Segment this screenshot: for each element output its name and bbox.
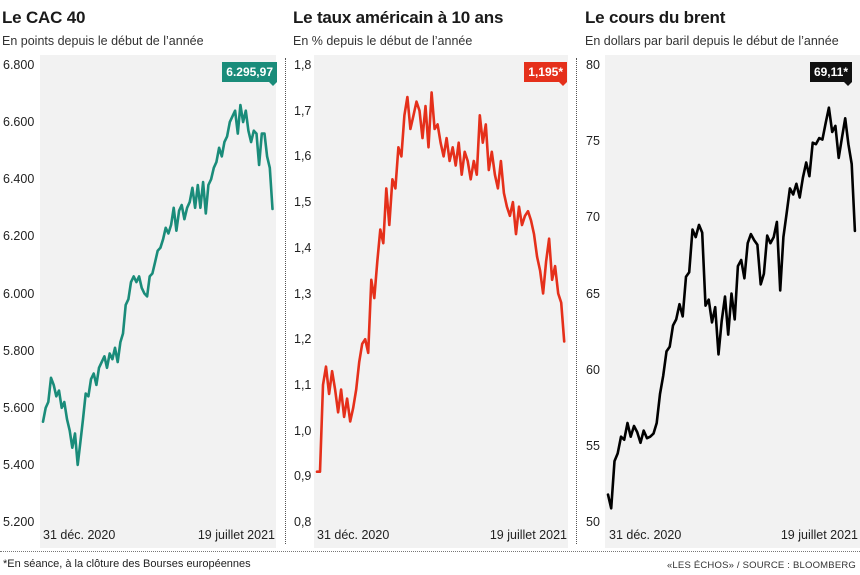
chart-title: Le cours du brent [585,8,726,27]
y-tick-label: 75 [586,134,600,149]
y-tick-label: 6.000 [3,286,35,301]
x-end-label: 19 juillet 2021 [780,528,858,542]
chart-title: Le CAC 40 [2,8,86,27]
chart-panel-us10y: Le taux américain à 10 ans En % depuis l… [291,0,574,548]
footnote: *En séance, à la clôture des Bourses eur… [3,558,251,570]
y-tick-label: 1,8 [294,58,312,72]
last-value-badge: 69,11* [809,62,852,82]
y-tick-label: 5.800 [3,343,35,358]
last-value-badge: 1,195* [524,62,567,82]
y-tick-label: 1,4 [294,240,312,255]
y-tick-label: 0,9 [294,469,312,484]
source-credit: «LES ÉCHOS» / SOURCE : BLOOMBERG [666,560,856,571]
x-start-label: 31 déc. 2020 [609,528,682,542]
y-tick-label: 1,2 [294,332,312,347]
panel-divider [576,58,577,544]
y-tick-label: 5.600 [3,400,35,415]
y-tick-label: 1,5 [294,195,312,210]
footer-rule [0,551,860,552]
chart-plot-area: 31 déc. 2020 19 juillet 2021 [605,55,860,548]
y-tick-label: 1,3 [294,286,312,301]
y-tick-label: 60 [586,362,600,377]
last-value-badge-pointer [559,82,567,86]
chart-panel-cac40: Le CAC 40 En points depuis le début de l… [0,0,283,548]
y-tick-label: 1,6 [294,149,312,164]
y-tick-label: 70 [586,210,600,225]
y-tick-label: 5.200 [3,515,35,529]
y-tick-label: 6.600 [3,115,35,130]
chart-subtitle: En points depuis le début de l’année [2,34,204,48]
series-line [606,106,857,510]
chart-plot-area: 31 déc. 2020 19 juillet 2021 [40,55,276,548]
series-line [315,91,566,474]
y-tick-label: 5.400 [3,457,35,472]
y-tick-label: 1,1 [294,377,312,392]
panel-divider [285,58,286,544]
last-value-badge-pointer [269,82,277,86]
y-tick-label: 6.400 [3,172,35,187]
y-tick-label: 0,8 [294,515,312,529]
x-end-label: 19 juillet 2021 [197,528,275,542]
chart-svg [606,106,857,510]
y-tick-label: 80 [586,58,600,72]
y-tick-label: 1,7 [294,103,312,118]
x-end-label: 19 juillet 2021 [489,528,567,542]
chart-svg [41,103,274,467]
y-tick-label: 6.200 [3,229,35,244]
x-start-label: 31 déc. 2020 [43,528,116,542]
x-start-label: 31 déc. 2020 [317,528,390,542]
y-tick-label: 65 [586,286,600,301]
series-line [41,103,274,467]
chart-panel-brent: Le cours du brent En dollars par baril d… [583,0,860,548]
y-tick-label: 6.800 [3,58,35,72]
chart-title: Le taux américain à 10 ans [293,8,504,27]
last-value-badge-pointer [844,82,852,86]
chart-subtitle: En % depuis le début de l’année [293,34,473,48]
y-tick-label: 1,0 [294,423,312,438]
chart-subtitle: En dollars par baril depuis le début de … [585,34,839,48]
chart-plot-area: 31 déc. 2020 19 juillet 2021 [314,55,568,548]
y-tick-label: 50 [586,515,600,529]
last-value-badge: 6.295,97 [222,62,277,82]
y-tick-label: 55 [586,438,600,453]
chart-svg [315,91,566,474]
